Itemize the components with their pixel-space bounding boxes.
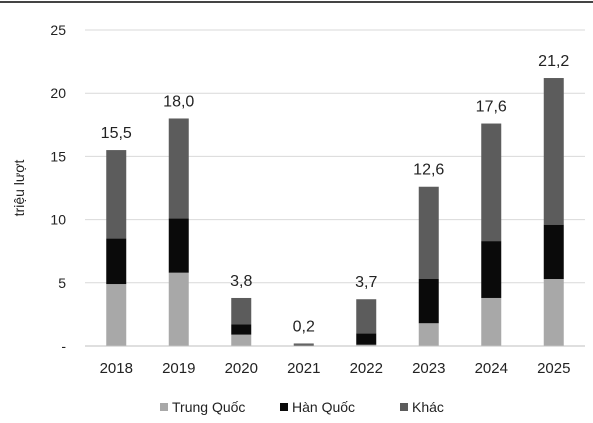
y-tick-label: - xyxy=(61,338,66,354)
legend-label: Hàn Quốc xyxy=(292,399,355,415)
y-tick-label: 20 xyxy=(50,85,66,101)
bar-khác-2021 xyxy=(293,343,314,345)
bar-khác-2018 xyxy=(106,150,127,239)
y-tick-label: 5 xyxy=(58,275,66,291)
bar-trung-quốc-2018 xyxy=(106,284,127,346)
bar-khác-2020 xyxy=(231,297,252,325)
bar-hàn-quốc-2025 xyxy=(543,224,564,280)
gridlines xyxy=(0,1,593,284)
data-labels: 15,5 18,0 3,8 0,2 3,7 12,6 17,6 21,2 xyxy=(101,53,570,335)
x-tick-label: 2025 xyxy=(537,360,570,377)
bar-hàn-quốc-2019 xyxy=(168,218,189,273)
total-label-2023: 12,6 xyxy=(413,162,444,179)
y-axis-label: triệu lượt xyxy=(11,160,27,217)
total-label-2025: 21,2 xyxy=(538,53,569,70)
total-label-2024: 17,6 xyxy=(476,99,507,116)
x-tick-label: 2024 xyxy=(475,360,508,377)
x-tick-label: 2018 xyxy=(100,360,133,377)
x-tick-label: 2019 xyxy=(162,360,195,377)
bar-trung-quốc-2024 xyxy=(481,297,502,346)
total-label-2019: 18,0 xyxy=(163,93,194,110)
bar-hàn-quốc-2024 xyxy=(481,241,502,298)
bar-trung-quốc-2022 xyxy=(356,344,377,346)
x-tick-label: 2020 xyxy=(225,360,258,377)
bars xyxy=(106,78,564,346)
bar-khác-2019 xyxy=(168,118,189,219)
bar-trung-quốc-2020 xyxy=(231,334,252,346)
y-tick-label: 10 xyxy=(50,212,66,228)
total-label-2022: 3,7 xyxy=(355,274,377,291)
bar-khác-2025 xyxy=(543,78,564,225)
bar-khác-2024 xyxy=(481,123,502,242)
bar-hàn-quốc-2023 xyxy=(418,279,439,324)
x-tick-label: 2023 xyxy=(412,360,445,377)
bar-hàn-quốc-2020 xyxy=(231,324,252,335)
legend-label: Trung Quốc xyxy=(172,399,245,415)
bar-hàn-quốc-2021 xyxy=(293,344,314,346)
bar-trung-quốc-2019 xyxy=(168,272,189,346)
bar-khác-2023 xyxy=(418,186,439,280)
legend-label: Khác xyxy=(412,399,444,415)
bar-hàn-quốc-2018 xyxy=(106,238,127,285)
legend-swatch xyxy=(160,403,168,411)
legend-swatch xyxy=(280,403,288,411)
y-tick-label: 15 xyxy=(50,148,66,164)
total-label-2018: 15,5 xyxy=(101,125,132,142)
bar-hàn-quốc-2022 xyxy=(356,333,377,345)
x-tick-label: 2021 xyxy=(287,360,320,377)
x-tick-label: 2022 xyxy=(350,360,383,377)
bar-khác-2022 xyxy=(356,299,377,334)
y-tick-label: 25 xyxy=(50,22,66,38)
total-label-2020: 3,8 xyxy=(230,273,252,290)
legend-swatch xyxy=(400,403,408,411)
legend: Trung Quốc Hàn Quốc Khác xyxy=(160,399,444,415)
bar-trung-quốc-2023 xyxy=(418,323,439,346)
total-label-2021: 0,2 xyxy=(293,318,315,335)
bar-trung-quốc-2025 xyxy=(543,279,564,346)
